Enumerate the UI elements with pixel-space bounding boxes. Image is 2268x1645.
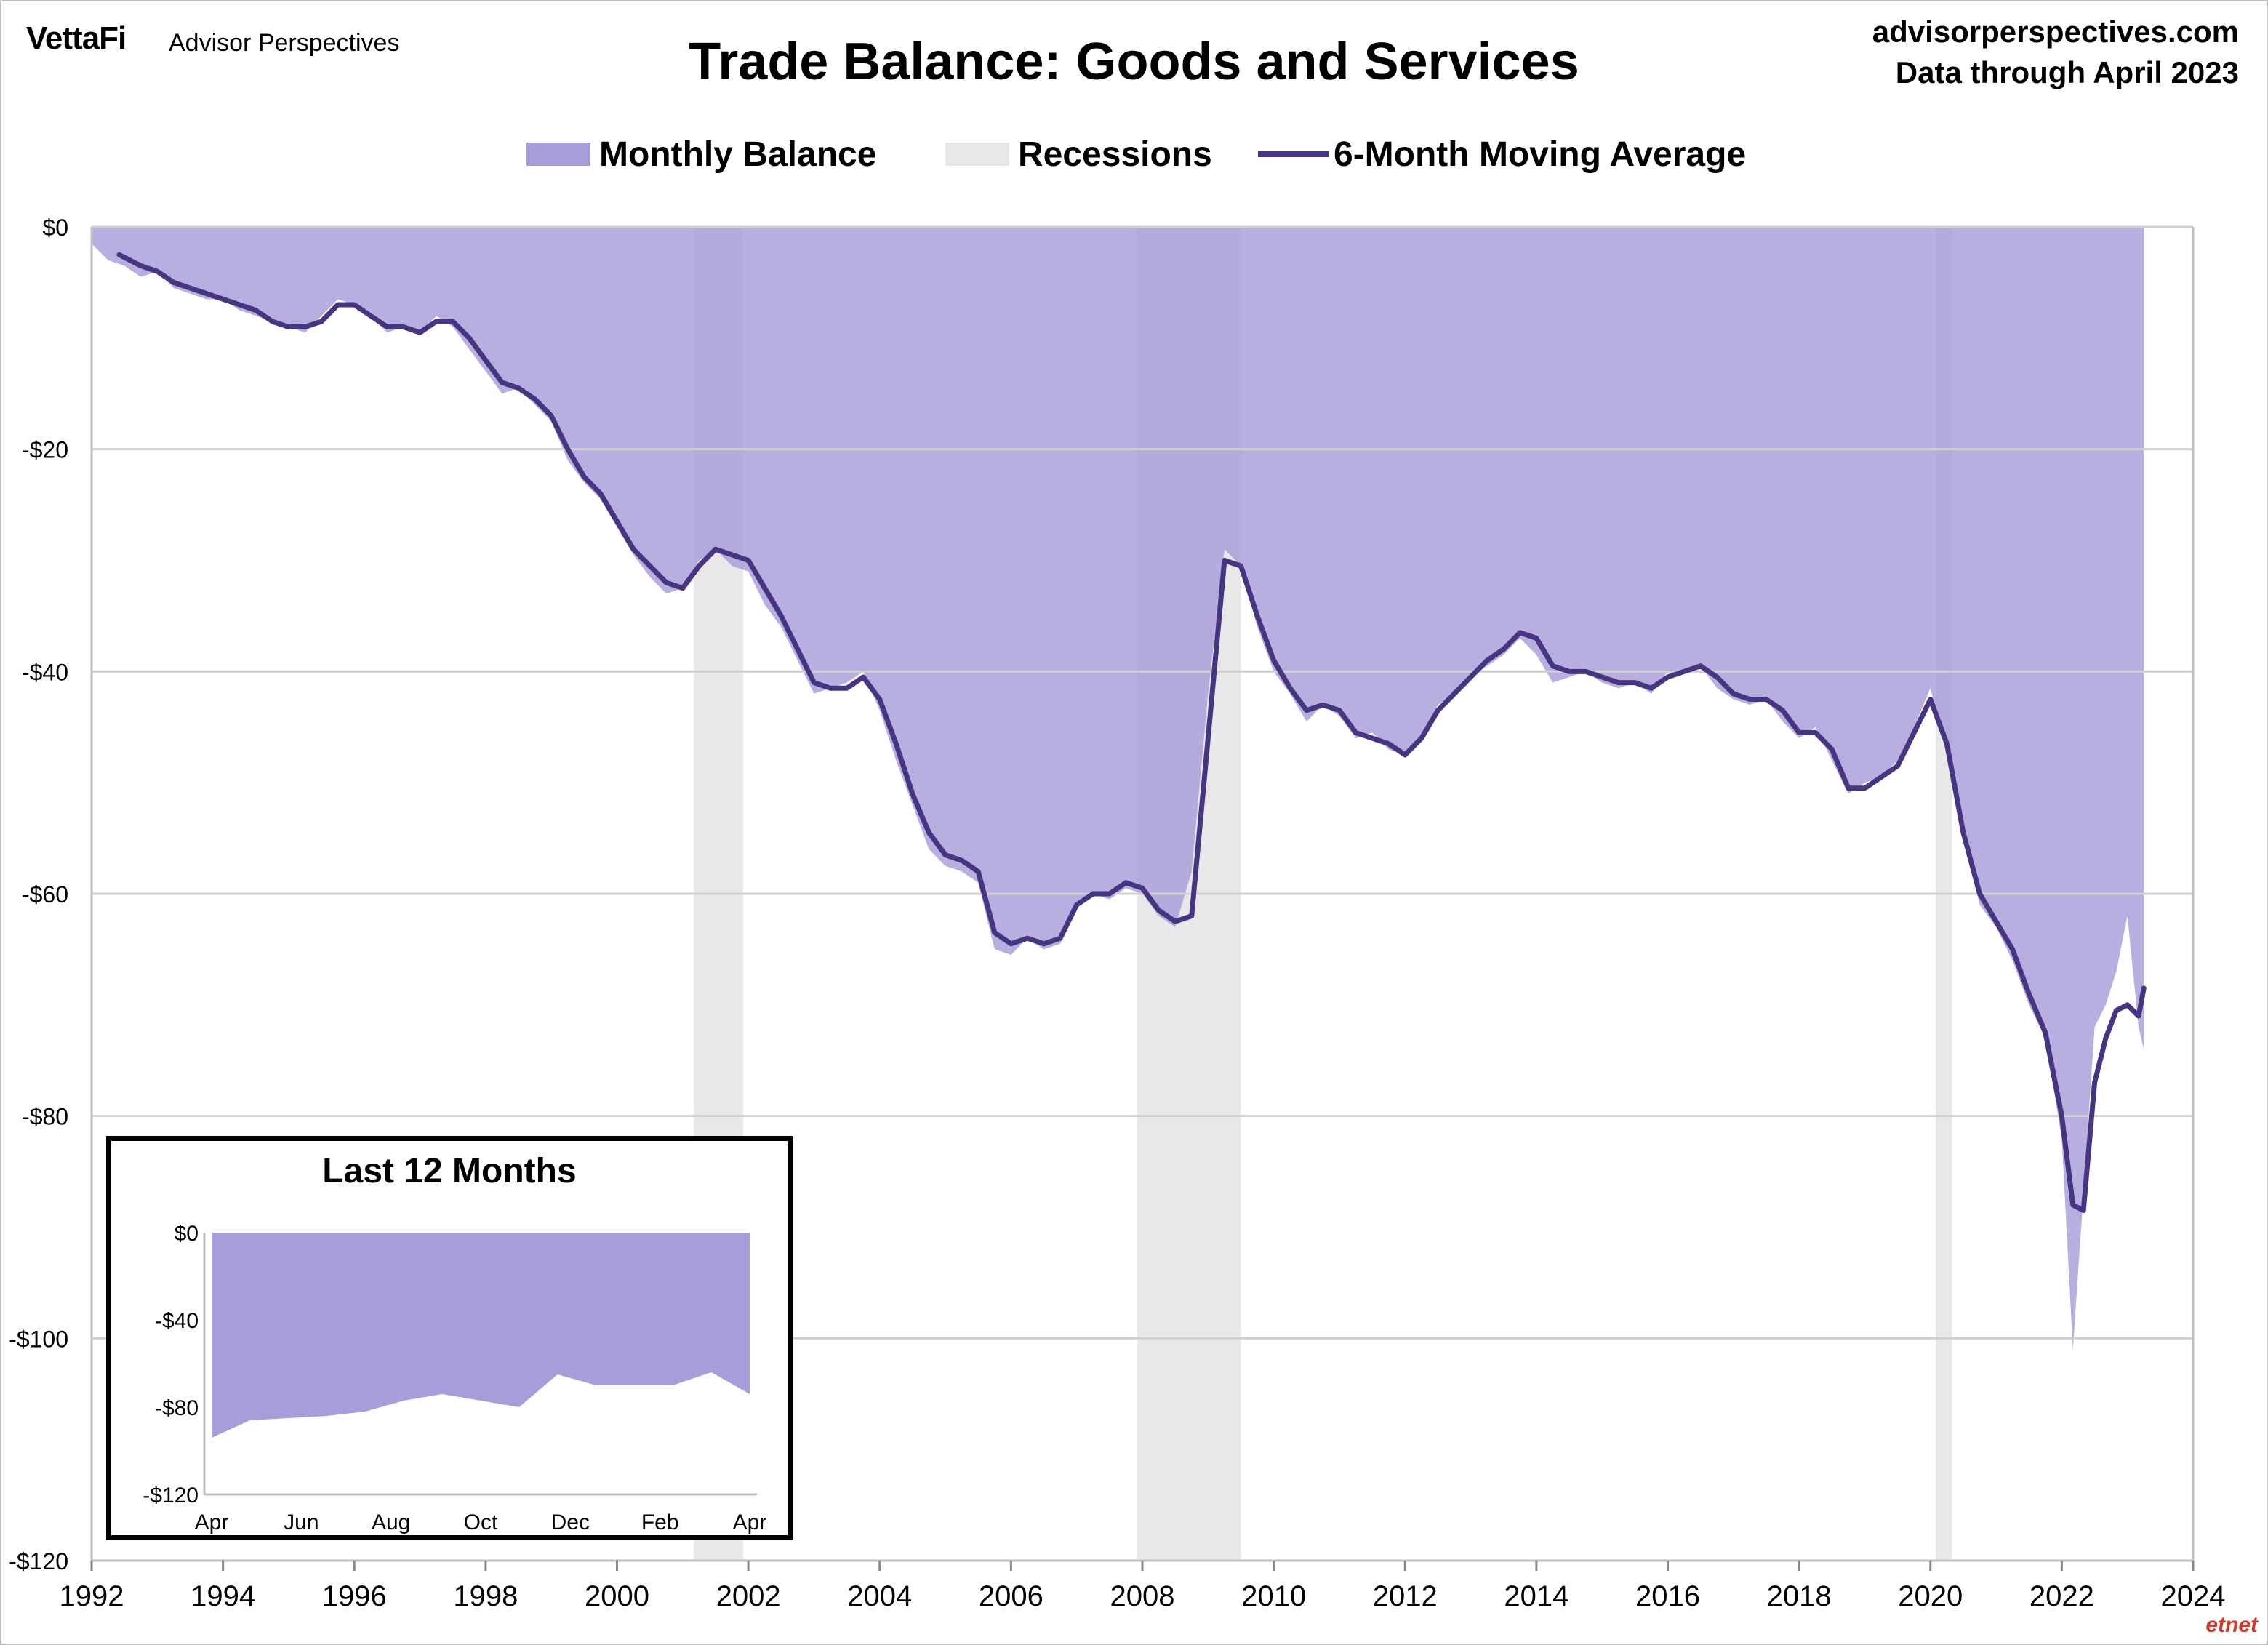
legend-item-monthly: Monthly Balance (526, 132, 876, 176)
legend-item-recessions: Recessions (945, 132, 1212, 176)
x-tick-label-7: 2006 (979, 1580, 1043, 1612)
chart-legend: Monthly Balance Recessions 6-Month Movin… (0, 132, 2268, 176)
x-tick-label-2: 1996 (322, 1580, 387, 1612)
x-tick-label-13: 2018 (1767, 1580, 1832, 1612)
x-tick-label-16: 2024 (2161, 1580, 2226, 1612)
inset-x-tick-label-4: Dec (551, 1510, 590, 1534)
x-tick-label-11: 2014 (1504, 1580, 1568, 1612)
chart-title: Trade Balance: Goods and Services (689, 33, 1579, 91)
y-tick-label-6: -$120 (9, 1548, 68, 1574)
moving-average-line (116, 252, 2147, 1214)
etnet-watermark: etnet (2205, 1613, 2258, 1637)
legend-item-moving-average: 6-Month Moving Average (1258, 132, 1746, 176)
y-tick-label-4: -$80 (22, 1104, 68, 1130)
inset-x-tick-label-3: Oct (464, 1510, 498, 1534)
brand-name: Advisor Perspectives (169, 29, 400, 57)
y-tick-label-5: -$100 (9, 1326, 68, 1352)
x-tick-label-8: 2008 (1110, 1580, 1175, 1612)
x-tick-label-12: 2016 (1635, 1580, 1700, 1612)
x-tick-label-10: 2012 (1373, 1580, 1438, 1612)
inset-title: Last 12 Months (322, 1152, 577, 1190)
y-tick-label-2: -$40 (22, 659, 68, 685)
inset-y-tick-label-3: -$120 (143, 1484, 199, 1508)
x-tick-label-15: 2022 (2029, 1580, 2094, 1612)
inset-y-tick-label-1: -$40 (155, 1309, 199, 1333)
site-url: advisorperspectives.com (1872, 15, 2239, 49)
x-tick-label-4: 2000 (585, 1580, 649, 1612)
x-tick-label-6: 2004 (847, 1580, 912, 1612)
monthly-balance-area (92, 227, 2144, 1350)
x-tick-label-0: 1992 (60, 1580, 124, 1612)
x-tick-label-9: 2010 (1241, 1580, 1306, 1612)
y-tick-label-1: -$20 (22, 437, 68, 463)
legend-label-recessions: Recessions (1018, 135, 1212, 174)
legend-label-moving-average: 6-Month Moving Average (1334, 135, 1747, 174)
legend-swatch-monthly (526, 143, 590, 166)
inset-y-tick-label-0: $0 (175, 1222, 199, 1246)
x-tick-label-1: 1994 (191, 1580, 255, 1612)
x-tick-label-3: 1998 (453, 1580, 518, 1612)
inset-area (212, 1233, 750, 1438)
inset-x-tick-label-0: Apr (195, 1510, 229, 1534)
data-through-note: Data through April 2023 (1895, 55, 2239, 89)
inset-last-12-months: Last 12 Months $0 -$40 -$80 -$120 Apr Jun Aug O… (106, 1136, 793, 1540)
legend-swatch-moving-average (1258, 151, 1329, 157)
vettafi-logo: VettaFi (26, 20, 127, 56)
inset-x-tick-label-6: Apr (733, 1510, 767, 1534)
y-tick-label-3: -$60 (22, 881, 68, 908)
x-tick-label-5: 2002 (716, 1580, 781, 1612)
inset-x-tick-label-5: Feb (641, 1510, 679, 1534)
legend-label-monthly: Monthly Balance (599, 135, 877, 174)
x-tick-label-14: 2020 (1898, 1580, 1963, 1612)
y-tick-label-0: $0 (42, 215, 68, 241)
inset-x-tick-label-2: Aug (372, 1510, 410, 1534)
legend-swatch-recessions (945, 143, 1009, 166)
inset-x-tick-label-1: Jun (284, 1510, 318, 1534)
inset-y-tick-label-2: -$80 (155, 1396, 199, 1420)
